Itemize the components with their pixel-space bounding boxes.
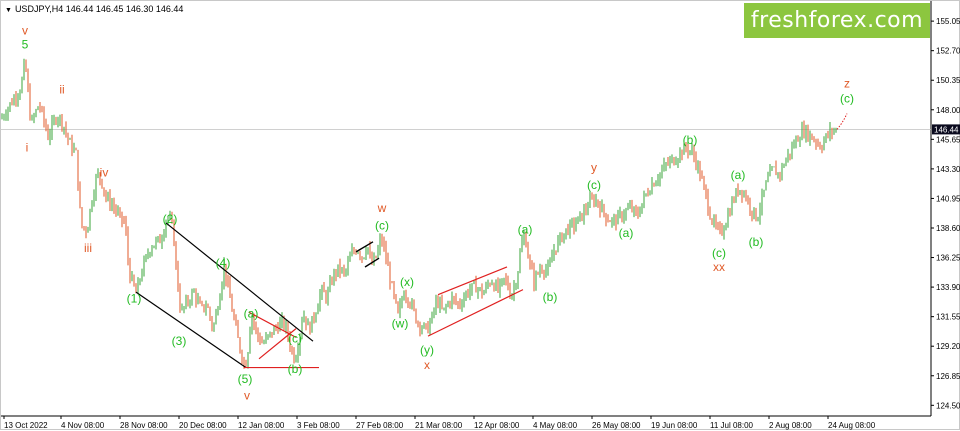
y-tick-label: 136.25 [936, 254, 960, 263]
x-tick-label: 20 Dec 08:00 [179, 421, 227, 430]
x-tick-label: 3 Feb 08:00 [297, 421, 340, 430]
wave-label: (b) [288, 362, 303, 376]
wave-label: (1) [127, 291, 142, 305]
wave-label: (b) [749, 235, 764, 249]
x-tick-label: 2 Aug 08:00 [769, 421, 812, 430]
wave-label: (a) [731, 168, 746, 182]
x-tick-label: 4 May 08:00 [533, 421, 578, 430]
x-tick-label: 12 Jan 08:00 [238, 421, 285, 430]
wave-label: (c) [288, 332, 302, 346]
x-tick-label: 27 Feb 08:00 [356, 421, 404, 430]
wave-label: (4) [216, 256, 231, 270]
wave-label: (2) [163, 212, 178, 226]
wave-label: (a) [518, 222, 533, 236]
triangle-line-upper [248, 311, 297, 338]
x-tick-label: 24 Aug 08:00 [828, 421, 876, 430]
wave-label: (b) [683, 133, 698, 147]
y-tick-label: 138.60 [936, 224, 960, 233]
wave-label: w [377, 201, 387, 215]
channel-line-upper [165, 222, 314, 342]
symbol-info: ▼ USDJPY,H4 146.44 146.45 146.30 146.44 [5, 4, 183, 14]
wave-label: (x) [400, 275, 414, 289]
y-tick-label: 152.70 [936, 47, 960, 56]
x-tick-label: 26 May 08:00 [592, 421, 641, 430]
y-tick-label: 148.00 [936, 106, 960, 115]
wave-label: iii [84, 241, 92, 255]
y-tick-label: 150.35 [936, 76, 960, 85]
y-tick-label: 124.50 [936, 401, 960, 410]
wave-label: v [244, 388, 250, 402]
wave-label: y [591, 161, 597, 175]
wave-label: (c) [587, 178, 601, 192]
wave-label: (b) [543, 290, 558, 304]
wave-label: ii [59, 83, 64, 97]
x-tick-label: 4 Nov 08:00 [61, 421, 105, 430]
x-tick-label: 28 Nov 08:00 [120, 421, 168, 430]
y-tick-label: 143.30 [936, 165, 960, 174]
triangle-line-lower [258, 328, 297, 360]
y-tick-label: 145.65 [936, 135, 960, 144]
projection-line [836, 113, 848, 130]
channel-red-upper [437, 266, 508, 296]
logo-text: freshforex.com [750, 8, 924, 33]
y-tick-label: 133.90 [936, 283, 960, 292]
wedge-line-upper [355, 241, 374, 253]
wave-label: (w) [392, 317, 409, 331]
x-tick-label: 13 Oct 2022 [4, 421, 48, 430]
wave-label: (c) [712, 246, 726, 260]
wave-label: v [22, 24, 28, 38]
wave-label: (a) [244, 307, 259, 321]
wave-label: x [424, 358, 430, 372]
current-price-tag [932, 124, 960, 135]
wave-label: z [844, 76, 850, 90]
channel-line-lower [135, 291, 247, 369]
y-tick-label: 129.20 [936, 342, 960, 351]
wave-label: (3) [172, 334, 187, 348]
y-tick-label: 126.85 [936, 372, 960, 381]
current-price-label: 146.44 [934, 125, 959, 134]
candles-group [1, 58, 837, 369]
wave-label: (a) [619, 226, 634, 240]
dropdown-triangle-icon[interactable]: ▼ [5, 7, 12, 14]
wave-label: (c) [375, 218, 389, 232]
channel-red-lower [427, 289, 524, 337]
x-tick-label: 11 Jul 08:00 [710, 421, 754, 430]
wave-label: (5) [238, 372, 253, 386]
freshforex-logo: freshforex.com [744, 3, 930, 38]
wave-label: i [26, 141, 29, 155]
wave-label: xx [713, 260, 725, 274]
y-tick-label: 155.05 [936, 17, 960, 26]
wave-label: iv [100, 166, 109, 180]
wave-label: (c) [840, 91, 854, 105]
wedge-line-lower [364, 257, 380, 268]
y-tick-label: 140.95 [936, 194, 960, 203]
x-tick-label: 21 Mar 08:00 [415, 421, 463, 430]
wave-label: (y) [420, 343, 434, 357]
x-tick-label: 12 Apr 08:00 [474, 421, 520, 430]
wave-label: 5 [22, 37, 29, 51]
x-tick-label: 19 Jun 08:00 [651, 421, 698, 430]
symbol-ohlc-text: USDJPY,H4 146.44 146.45 146.30 146.44 [14, 4, 184, 14]
y-tick-label: 131.55 [936, 313, 960, 322]
